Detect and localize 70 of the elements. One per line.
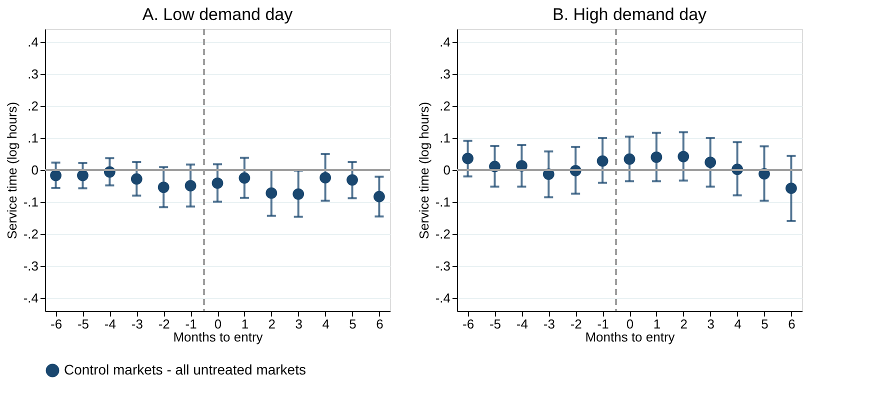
y-tick-label: -.4 xyxy=(435,290,450,306)
point xyxy=(320,172,332,184)
y-tick-label: .3 xyxy=(440,66,450,82)
point xyxy=(212,177,224,189)
x-tick-label: 4 xyxy=(322,316,330,332)
x-tick-label: 6 xyxy=(376,316,384,332)
y-axis-title: Service time (log hours) xyxy=(4,102,20,240)
x-tick-label: 3 xyxy=(295,316,302,332)
point xyxy=(678,150,690,162)
x-tick-label: 4 xyxy=(734,316,742,332)
point xyxy=(786,182,797,194)
x-tick-label: -3 xyxy=(543,316,555,332)
y-tick-label: -.3 xyxy=(23,258,38,274)
point xyxy=(77,170,88,182)
x-tick-label: -6 xyxy=(462,316,474,332)
point xyxy=(596,155,608,167)
point xyxy=(184,180,196,192)
point xyxy=(158,182,170,193)
x-tick-label: 6 xyxy=(788,316,796,332)
y-tick-label: 0 xyxy=(443,162,450,178)
x-tick-label: -5 xyxy=(489,316,502,332)
x-tick-label: 1 xyxy=(241,316,249,332)
x-tick-label: -6 xyxy=(50,316,62,332)
y-tick-label: -.2 xyxy=(23,226,38,242)
point xyxy=(374,190,385,202)
x-tick-label: 0 xyxy=(626,316,634,332)
x-tick-label: -2 xyxy=(158,316,170,332)
point xyxy=(130,173,142,185)
point xyxy=(650,151,662,163)
chart-title: A. Low demand day xyxy=(142,5,294,24)
y-tick-label: .4 xyxy=(28,34,38,50)
legend-label: Control markets - all untreated markets xyxy=(64,362,306,378)
y-tick-label: 0 xyxy=(31,162,38,178)
y-tick-label: -.3 xyxy=(435,258,450,274)
y-tick-label: .4 xyxy=(440,34,450,50)
x-tick-label: -4 xyxy=(104,316,116,332)
x-tick-label: 5 xyxy=(349,316,356,332)
x-tick-label: 2 xyxy=(268,316,276,332)
x-tick-label: -1 xyxy=(597,316,609,332)
y-tick-label: .3 xyxy=(28,66,38,82)
y-tick-label: -.1 xyxy=(435,194,450,210)
point xyxy=(704,156,716,168)
y-tick-label: -.2 xyxy=(435,226,450,242)
y-tick-label: .2 xyxy=(440,98,450,114)
y-tick-label: -.1 xyxy=(23,194,38,210)
x-axis-title: Months to entry xyxy=(585,330,676,344)
x-axis-title: Months to entry xyxy=(173,330,264,344)
x-tick-label: 5 xyxy=(761,316,768,332)
y-tick-label: .1 xyxy=(440,130,450,146)
x-tick-label: 3 xyxy=(707,316,714,332)
x-tick-label: 2 xyxy=(680,316,688,332)
x-tick-label: 1 xyxy=(653,316,661,332)
point xyxy=(266,187,278,199)
x-tick-label: -5 xyxy=(77,316,90,332)
point xyxy=(624,153,636,165)
x-tick-label: -1 xyxy=(185,316,197,332)
x-tick-label: 0 xyxy=(214,316,222,332)
point xyxy=(346,174,358,186)
x-tick-label: -4 xyxy=(516,316,528,332)
y-tick-label: .2 xyxy=(28,98,38,114)
x-tick-label: -2 xyxy=(570,316,582,332)
point xyxy=(50,170,62,182)
point xyxy=(238,172,250,184)
chart-title: B. High demand day xyxy=(552,5,708,24)
y-tick-label: -.4 xyxy=(23,290,38,306)
y-axis-title: Service time (log hours) xyxy=(416,102,432,240)
point xyxy=(292,188,304,200)
y-tick-label: .1 xyxy=(28,130,38,146)
x-tick-label: -3 xyxy=(131,316,143,332)
point xyxy=(462,152,474,164)
